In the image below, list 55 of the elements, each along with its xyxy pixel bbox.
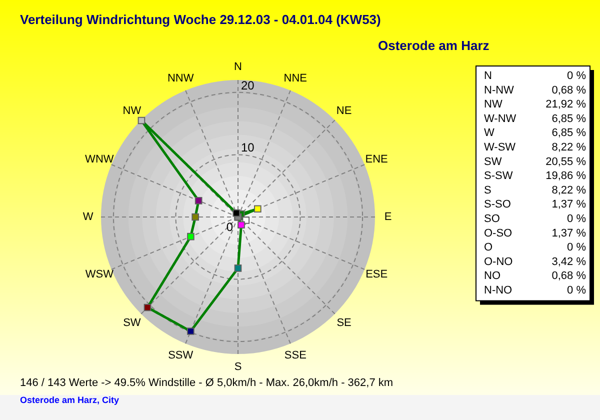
spoke-label: NE bbox=[336, 104, 352, 117]
text: W-SW bbox=[484, 142, 516, 154]
spoke-label: NNW bbox=[167, 72, 194, 84]
text: O-NO bbox=[484, 256, 514, 268]
text: 20,55 % bbox=[546, 156, 586, 168]
text: 0,68 % bbox=[552, 84, 586, 96]
text: 19,86 % bbox=[546, 170, 586, 182]
text: SW bbox=[484, 156, 502, 168]
spoke-label: S bbox=[234, 361, 242, 373]
spoke-label: SW bbox=[123, 317, 142, 330]
y-tick-label: 20 bbox=[241, 78, 255, 92]
spoke-label: ENE bbox=[365, 154, 388, 166]
text: 146 / 143 Werte -> 49.5% Windstille - Ø 5,0km/h - Max. 26,0km/h - 362,7 km bbox=[20, 377, 394, 389]
text: 1,37 % bbox=[552, 198, 586, 211]
text: N-NW bbox=[484, 84, 515, 96]
chart-title: Verteilung Windrichtung Woche 29.12.03 - 04.01.04 (KW53) bbox=[20, 12, 381, 27]
spoke-label: SSW bbox=[168, 350, 194, 362]
text: 8,22 % bbox=[552, 142, 586, 154]
text: S bbox=[484, 184, 492, 196]
text: O bbox=[484, 242, 493, 254]
spoke-label: NNE bbox=[284, 72, 308, 84]
spoke-label: SE bbox=[336, 317, 352, 330]
text: 3,42 % bbox=[552, 256, 586, 268]
y-tick-label: 10 bbox=[241, 140, 255, 155]
text: 0,68 % bbox=[552, 270, 586, 282]
text: NO bbox=[484, 270, 501, 282]
text: 21,92 % bbox=[546, 98, 586, 111]
text: Osterode am Harz bbox=[378, 38, 490, 53]
text: 0 % bbox=[567, 213, 586, 225]
text: N bbox=[484, 70, 492, 82]
y-tick-label: 0 bbox=[226, 220, 234, 234]
spoke-label: E bbox=[384, 211, 392, 223]
text: N-NO bbox=[484, 284, 513, 296]
text: NW bbox=[484, 98, 503, 111]
text: 0 % bbox=[567, 242, 586, 254]
text: S-SW bbox=[484, 170, 514, 182]
spoke-label: W bbox=[82, 211, 94, 223]
text: 0 % bbox=[567, 284, 586, 296]
spoke-label: N bbox=[234, 61, 242, 73]
text: 8,22 % bbox=[552, 184, 586, 196]
text: 6,85 % bbox=[552, 127, 586, 140]
spoke-label: NW bbox=[122, 104, 142, 117]
spoke-label: ESE bbox=[366, 268, 388, 280]
spoke-label: SSE bbox=[284, 350, 306, 362]
text: S-SO bbox=[484, 198, 512, 211]
text: O-SO bbox=[484, 227, 513, 240]
text: SO bbox=[484, 213, 500, 225]
text: W-NW bbox=[484, 112, 517, 125]
text: W bbox=[484, 127, 495, 140]
text: 0 % bbox=[567, 70, 586, 82]
text: 1,37 % bbox=[552, 227, 586, 240]
text: 6,85 % bbox=[552, 112, 586, 125]
spoke-label: WSW bbox=[85, 268, 114, 280]
text: Osterode am Harz, City bbox=[20, 395, 120, 405]
spoke-label: WNW bbox=[85, 154, 114, 166]
